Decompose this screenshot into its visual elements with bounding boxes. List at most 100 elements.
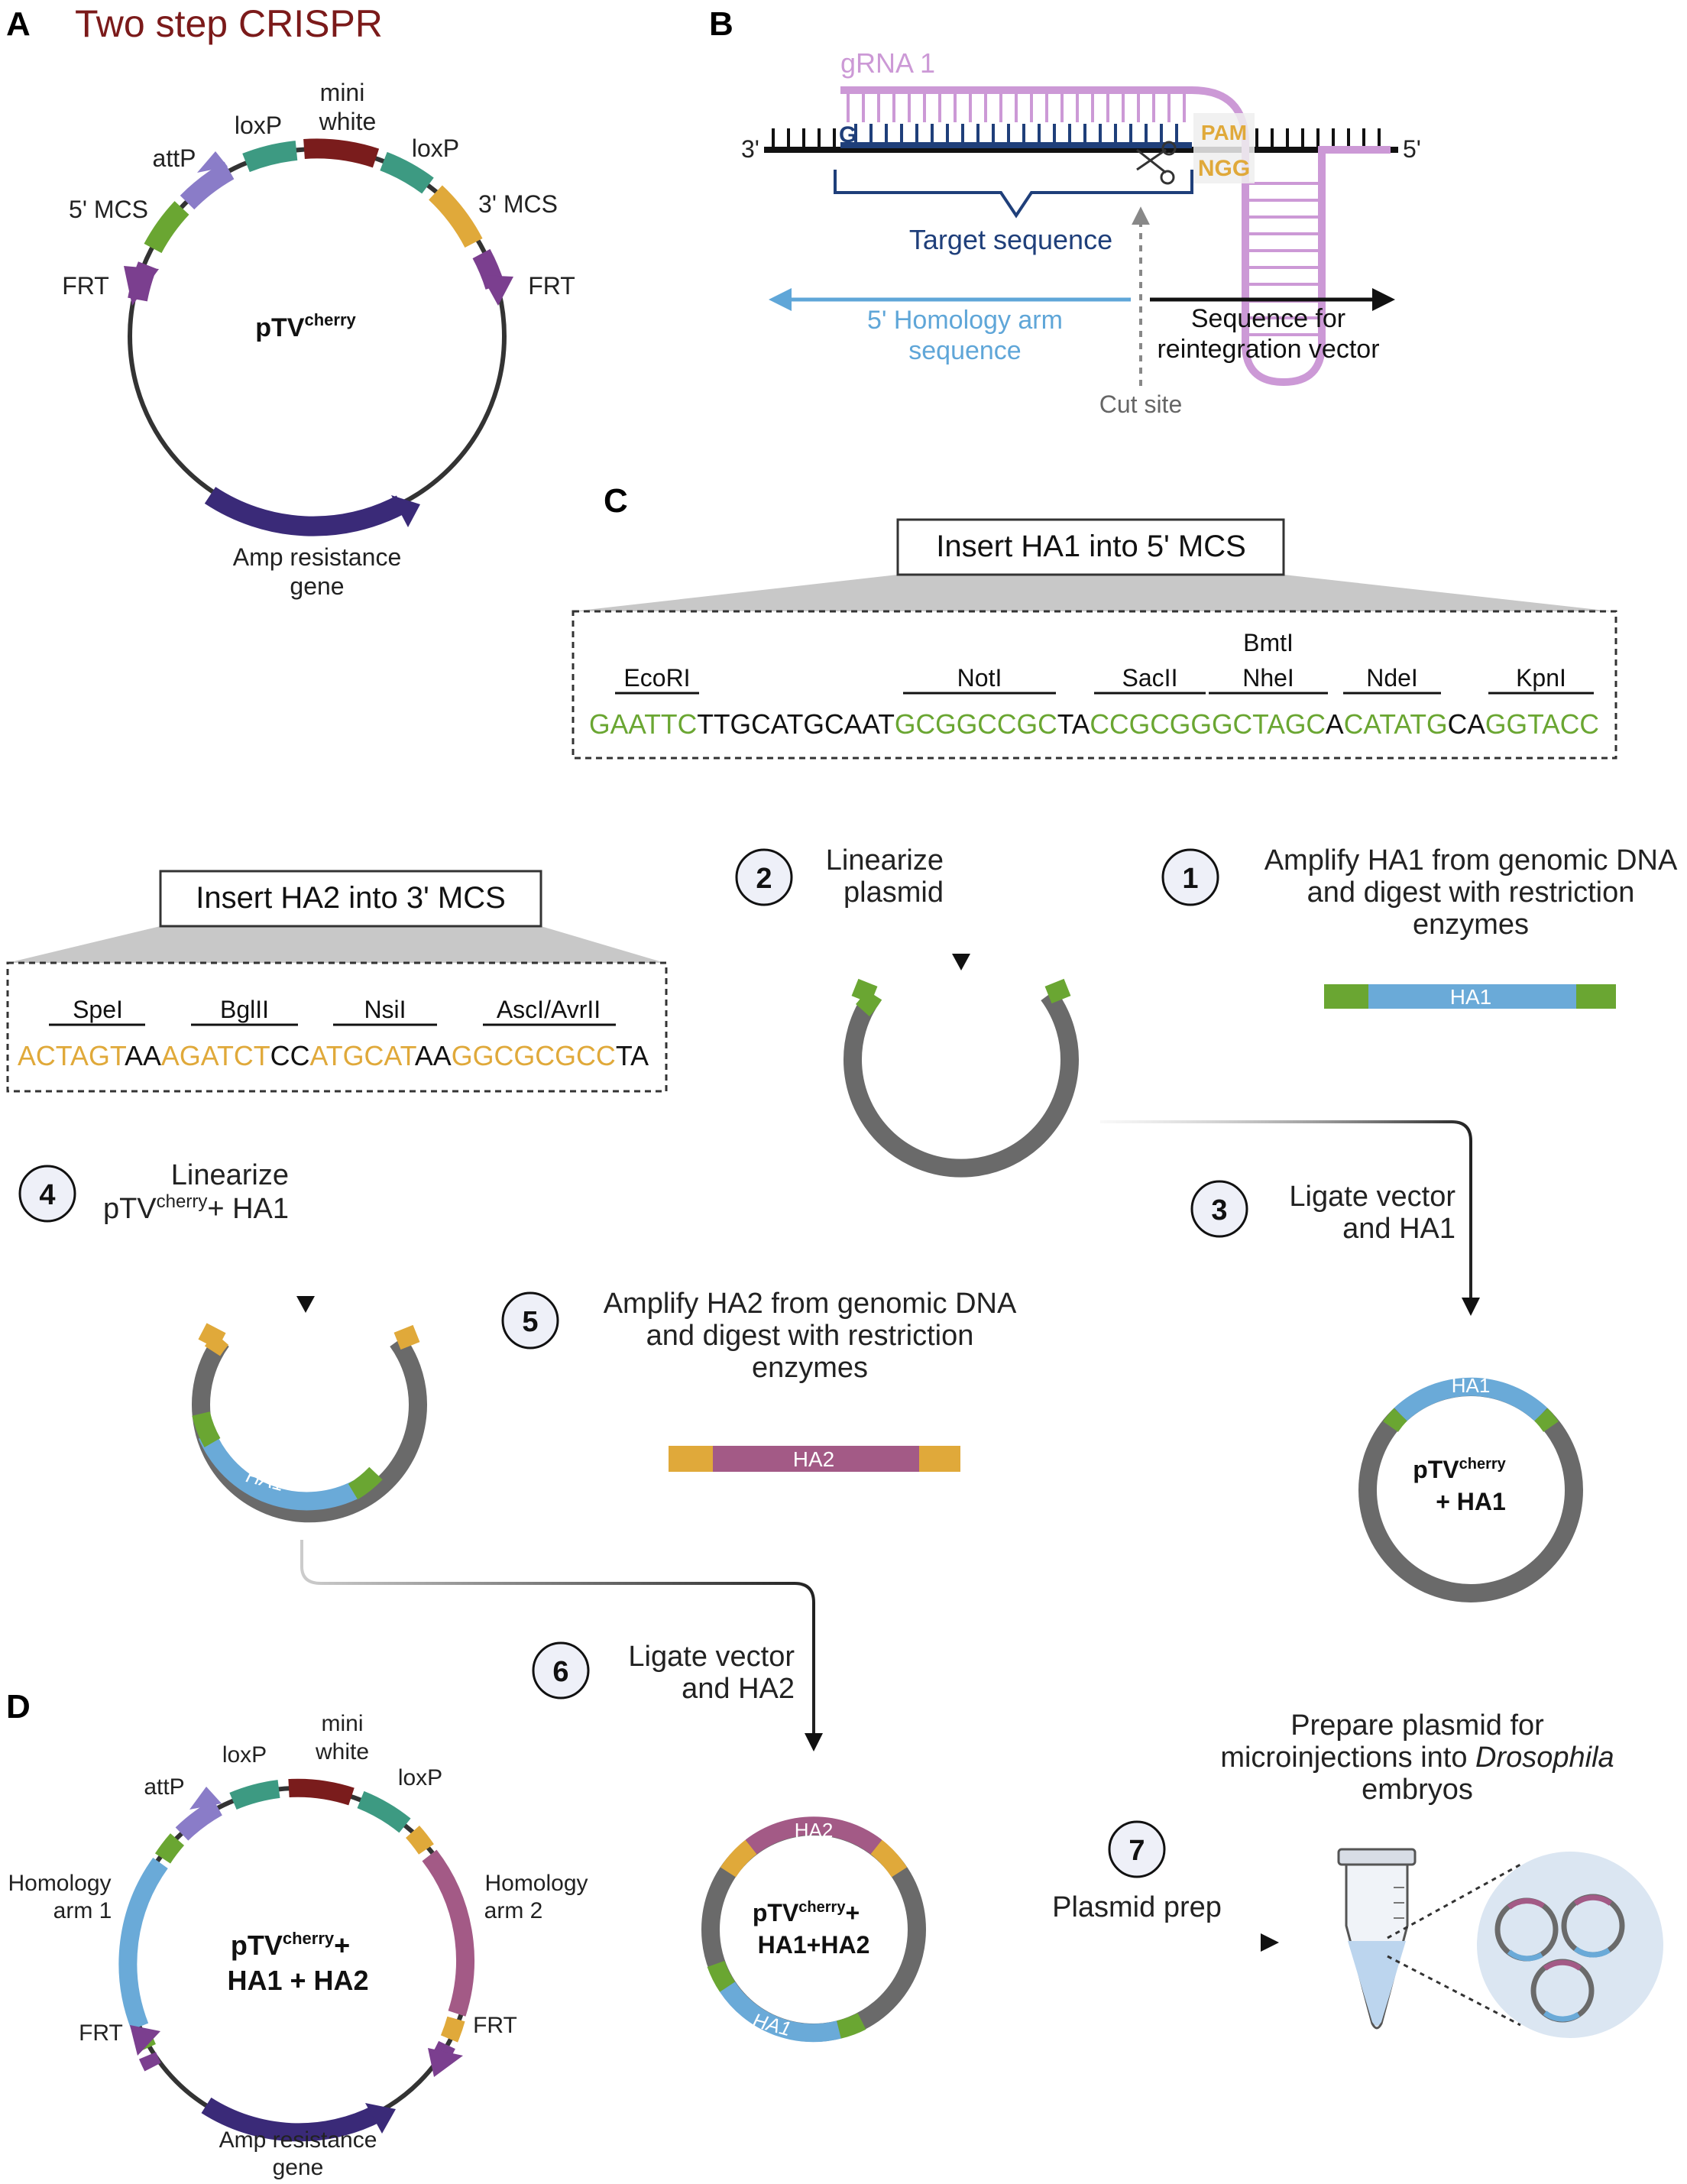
d-attp-arrow-icon	[189, 1787, 222, 1810]
step-5-badge	[501, 1291, 559, 1350]
ha1-fragment: HA1	[1324, 984, 1616, 1009]
plasmid-d-label-ham1a: Homology	[8, 1871, 111, 1896]
step-1-badge	[1161, 848, 1219, 906]
enzyme-asci: AscI/AvrII	[497, 996, 601, 1023]
prepare-line-2: microinjections into Drosophila	[1220, 1742, 1614, 1774]
ha1-mcs-sequence: GAATTCTTGCATGCAATGCGGCCGCTACCGCGGGCTAGCA…	[589, 708, 1599, 740]
step-4-number: 4	[39, 1179, 55, 1211]
plasmid-a-label-mcs5: 5' MCS	[69, 196, 148, 223]
ha1-box-funnel	[573, 575, 1612, 611]
plasmid-a-mcs3	[428, 185, 483, 248]
plasmid-ha12-name: pTVcherry+	[753, 1899, 860, 1926]
step-7-number: 7	[1128, 1835, 1145, 1867]
ha1-box-title: Insert HA1 into 5' MCS	[936, 530, 1246, 563]
plasmid-d-loxp-left	[229, 1780, 280, 1810]
prepare-line-3: embryos	[1362, 1774, 1473, 1806]
plasmid-d: mini white loxP loxP attP Homology arm 1…	[8, 1711, 588, 2180]
figure-title: Two step CRISPR	[75, 2, 383, 45]
step-6-number: 6	[552, 1656, 568, 1688]
step-1-line-3: enzymes	[1413, 909, 1529, 941]
plasmid-a-loxp-right	[380, 151, 434, 194]
ha1-seq-segment: TA	[1057, 708, 1090, 740]
plasmid-a-label-attp: attP	[153, 144, 196, 172]
step-4-line-1: Linearize	[171, 1159, 289, 1191]
grna-strand	[840, 86, 1391, 387]
plasmid-d-loxp-right	[357, 1790, 411, 1833]
plasmid-d-frt-left	[138, 2052, 161, 2072]
step-3-badge	[1190, 1180, 1248, 1238]
plasmid-d-label-frt-right: FRT	[473, 2013, 517, 2038]
panel-label-a: A	[6, 5, 31, 43]
homology-arm-label-1: 5' Homology arm	[867, 306, 1063, 335]
plasmid-ha12-line-2: HA1+HA2	[758, 1931, 870, 1959]
enzyme-ecori: EcoRI	[623, 664, 690, 692]
step-5-line-1: Amplify HA2 from genomic DNA	[604, 1288, 1017, 1320]
enzyme-nhei: NheI	[1242, 664, 1294, 692]
plasmid-a-label-loxp-right: loxP	[412, 134, 459, 162]
insert-ha1-box: Insert HA1 into 5' MCS BmtI EcoRI NotI S…	[572, 518, 1617, 760]
plasmid-a-label-loxp-left: loxP	[235, 112, 282, 139]
pam-box	[1193, 113, 1255, 183]
ha2-seq-segment: ATGCAT	[309, 1040, 416, 1071]
step-7-line-1: Plasmid prep	[1052, 1891, 1222, 1923]
frt-right-arrow-icon	[481, 275, 513, 306]
d-frt-left-arrow-icon	[130, 2025, 160, 2056]
step-2-number: 2	[756, 863, 772, 895]
prepare-line-1: Prepare plasmid for	[1290, 1709, 1544, 1742]
plasmid-ha1-line-2: + HA1	[1436, 1488, 1506, 1515]
ha2-seq-segment: TA	[616, 1040, 649, 1071]
grna-ticks	[847, 92, 1186, 122]
target-ticks	[854, 124, 1178, 145]
plasmid-a-miniwhite	[303, 138, 380, 168]
insert-ha2-box: Insert HA2 into 3' MCS SpeI BglII NsiI A…	[6, 870, 668, 1093]
end-3-label: 3'	[741, 135, 759, 163]
ha2-box-funnel	[8, 926, 665, 963]
ha2-seq-segment: GGCGCGCC	[452, 1040, 616, 1071]
panel-label-d: D	[6, 1688, 31, 1725]
step-7-badge	[1108, 1820, 1166, 1878]
step-1-line-2: and digest with restriction	[1307, 877, 1635, 909]
ha2-seq-segment: AA	[125, 1040, 161, 1071]
ngg-label: NGG	[1198, 156, 1250, 181]
ha2-seq-segment: CC	[270, 1040, 310, 1071]
ha2-mcs-sequence: ACTAGTAAAGATCTCCATGCATAAGGCGCGCCTA	[18, 1040, 649, 1071]
step-3-line-1: Ligate vector	[1289, 1181, 1455, 1213]
ha2-box-title-frame	[159, 870, 542, 928]
ha1-seq-segment: GCGGCCGC	[895, 708, 1057, 740]
enzyme-nsii: NsiI	[364, 996, 406, 1023]
plasmid-d-label-frt-left: FRT	[79, 2020, 123, 2046]
reintegration-label-2: reintegration vector	[1157, 335, 1379, 364]
ha2-fragment: HA2	[669, 1446, 960, 1472]
ha1-box-title-frame	[896, 518, 1285, 576]
plasmid-a-attp	[180, 161, 235, 210]
ha2-seq-segment: AA	[415, 1040, 452, 1071]
plasmid-d-label-ham1b: arm 1	[53, 1898, 112, 1923]
plasmid-d-orange-bottom	[440, 2016, 465, 2043]
g-label: G	[839, 122, 856, 147]
amp-arrow-icon	[391, 495, 420, 527]
step-3-line-2: and HA1	[1342, 1213, 1455, 1245]
d-amp-arrow-icon	[365, 2103, 396, 2134]
plasmid-a-label-frt-left: FRT	[62, 272, 109, 300]
plasmid-ha12-arc-bottom: HA1	[750, 2008, 794, 2040]
plasmid-a-label-amp2: gene	[290, 572, 344, 600]
plasmid-d-label-loxp-left: loxP	[222, 1742, 267, 1768]
grna-diagram: PAM NGG G 3' 5' gRNA 1 Target sequence C…	[741, 47, 1421, 418]
plasmid-d-label-amp2: gene	[273, 2155, 324, 2180]
plasmid-d-label-ham2b: arm 2	[484, 1898, 543, 1923]
pam-label: PAM	[1201, 121, 1247, 144]
plasmid-a-label-white: white	[319, 108, 377, 135]
enzyme-bmti: BmtI	[1243, 629, 1294, 656]
plasmid-d-label-loxp-right: loxP	[398, 1765, 442, 1790]
step-6-line-1: Ligate vector	[628, 1641, 795, 1673]
plasmid-ha1-arc-label: HA1	[1452, 1374, 1491, 1397]
ha1-seq-segment: CA	[1448, 708, 1485, 740]
ha1-seq-segment: CATATG	[1344, 708, 1448, 740]
ha2-seq-segment: AGATCT	[161, 1040, 270, 1071]
ha1-seq-segment: A	[1326, 708, 1344, 740]
ha1-seq-segment: TTGCATGCAAT	[697, 708, 895, 740]
plasmid-d-label-ham2a: Homology	[484, 1871, 588, 1896]
ha2-box-frame	[6, 961, 668, 1093]
linearized-plasmid	[844, 978, 1079, 1178]
plasmid-a-label-mini: mini	[320, 79, 365, 106]
